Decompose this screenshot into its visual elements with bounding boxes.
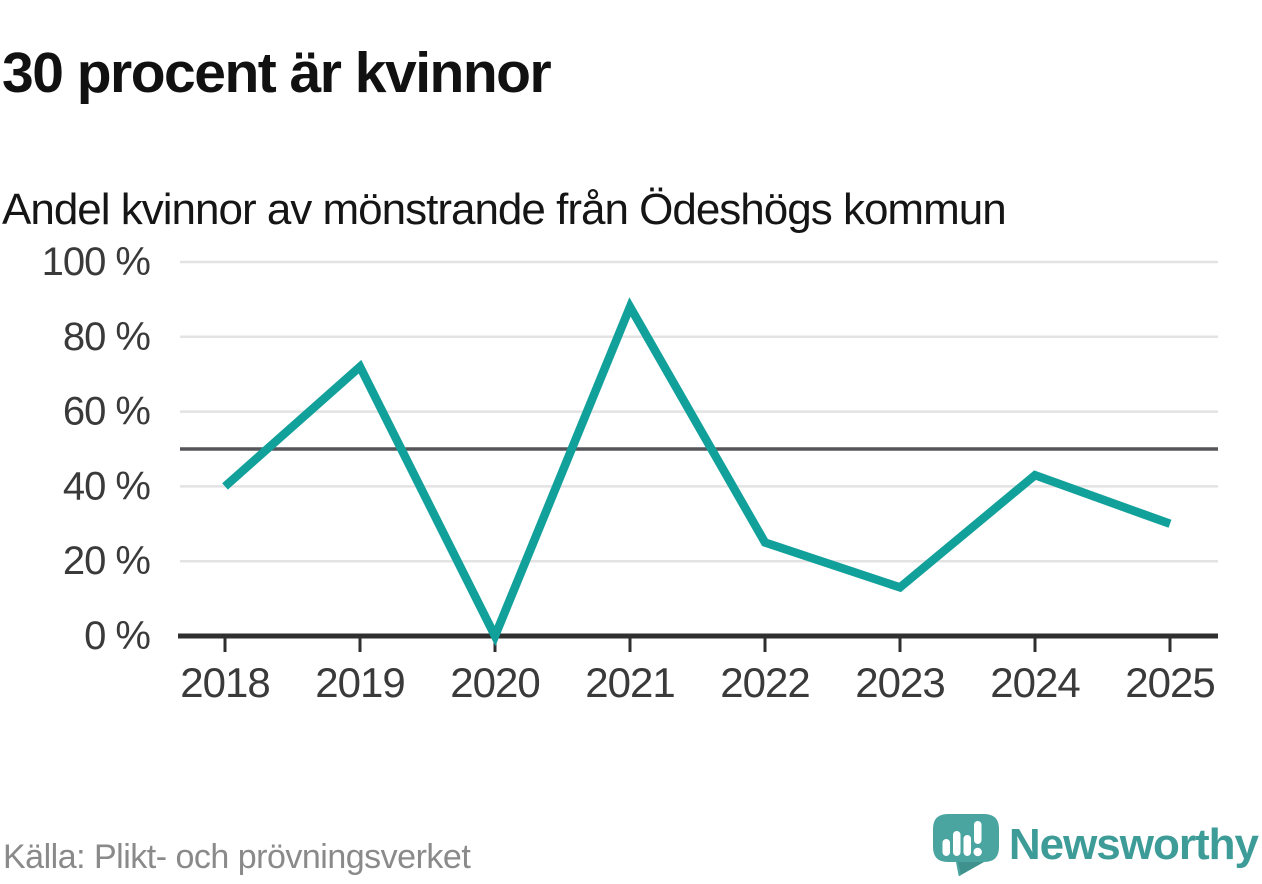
x-tick-label: 2020 [450,659,539,706]
x-tick-label: 2021 [585,659,674,706]
x-tick-label: 2025 [1125,659,1214,706]
x-tick-label: 2024 [990,659,1080,706]
newsworthy-logo: Newsworthy [932,814,1259,876]
source-note: Källa: Plikt- och prövningsverket [3,838,471,876]
x-tick-label: 2019 [315,659,404,706]
y-tick-label: 40 % [63,464,151,508]
y-tick-label: 0 % [84,614,150,658]
x-tick-label: 2023 [855,659,944,706]
y-tick-label: 60 % [63,390,151,434]
y-tick-label: 80 % [63,315,151,359]
chart-title: 30 procent är kvinnor [2,41,552,106]
chart-subtitle: Andel kvinnor av mönstrande från Ödeshög… [2,184,1007,234]
x-tick-label: 2018 [180,659,269,706]
newsworthy-logo-icon [932,814,999,876]
data-line [222,297,1172,647]
newsworthy-logo-text: Newsworthy [1008,820,1259,869]
y-tick-label: 100 % [42,240,151,284]
x-tick-label: 2022 [720,659,809,706]
y-tick-label: 20 % [63,539,151,583]
